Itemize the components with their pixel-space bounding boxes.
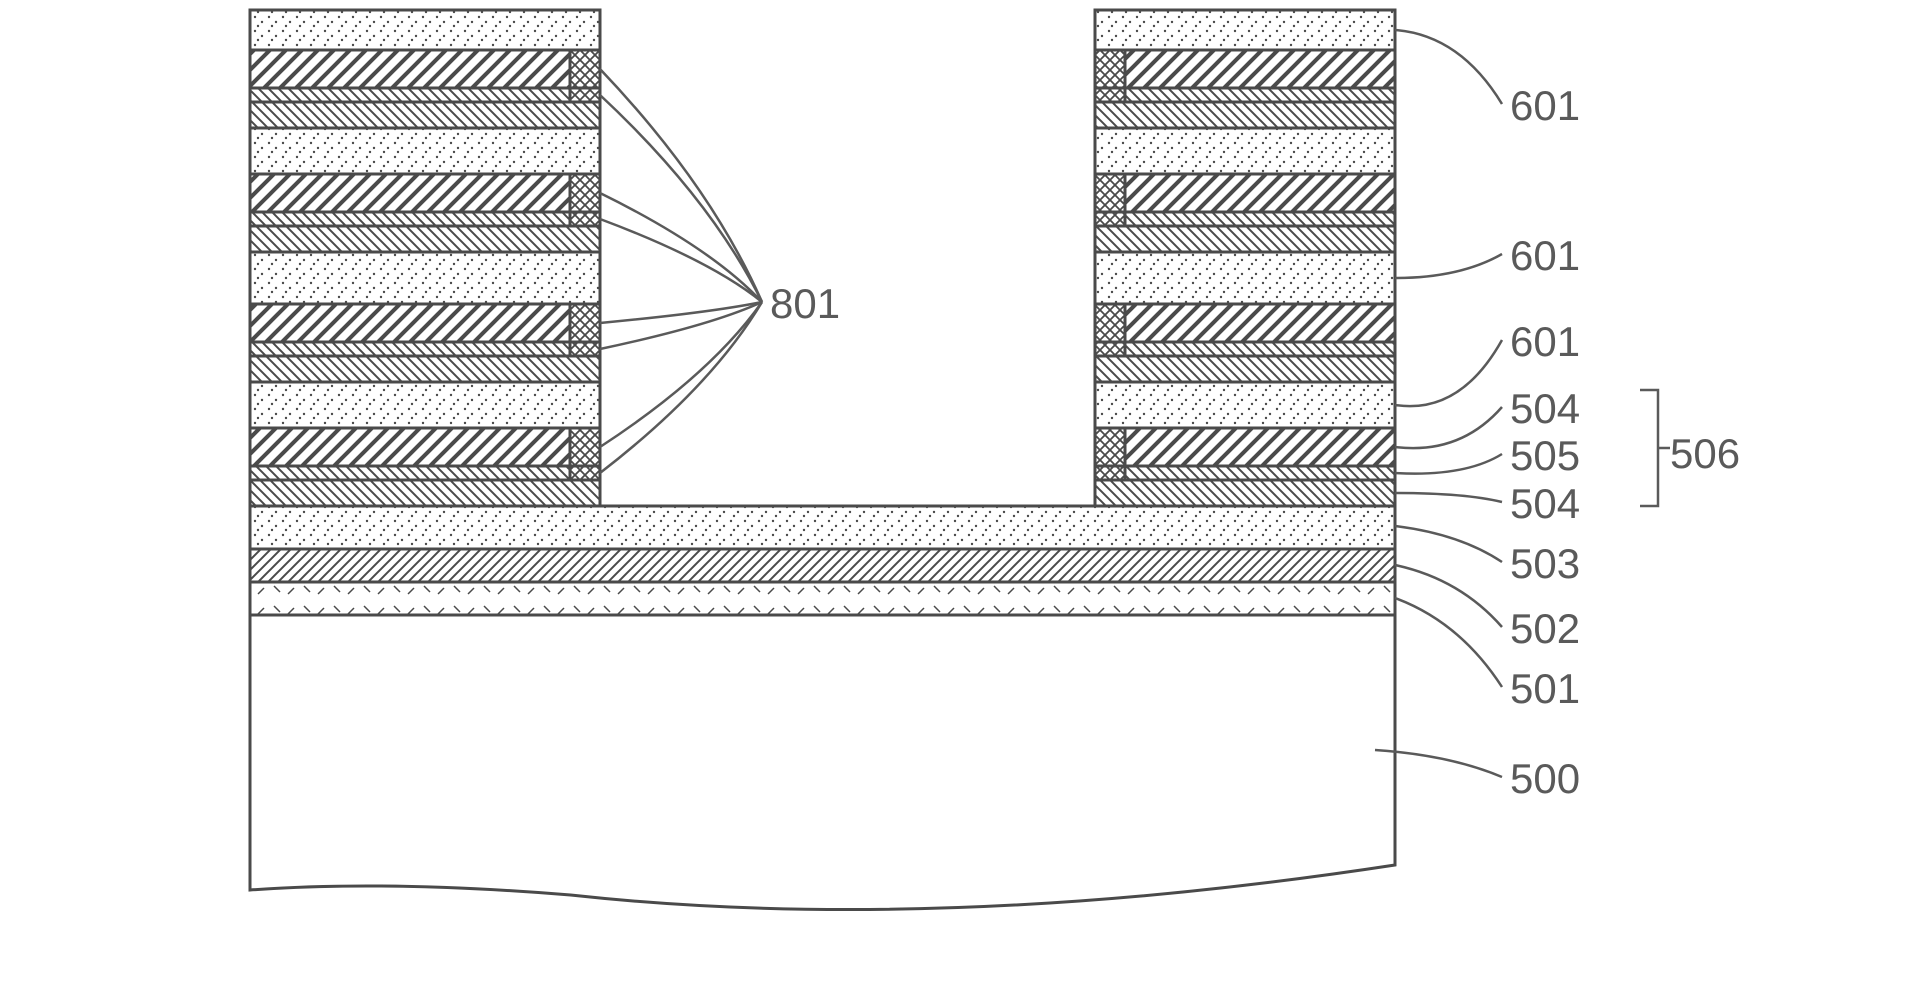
seg-801-left-10 <box>570 174 600 212</box>
label-601-top: 601 <box>1510 82 1580 130</box>
stack-right-8 <box>1095 226 1395 252</box>
label-601-low: 601 <box>1510 318 1580 366</box>
seg-801-right-13 <box>1095 88 1125 102</box>
stack-left-13 <box>250 88 570 102</box>
seg-801-right-2 <box>1095 428 1125 466</box>
stack-right-9 <box>1125 212 1395 226</box>
stack-left-14 <box>250 50 570 88</box>
stack-right-4 <box>1095 356 1395 382</box>
stack-left-1 <box>250 466 570 480</box>
label-506: 506 <box>1670 430 1740 478</box>
seg-801-left-9 <box>570 212 600 226</box>
label-504-bottom: 504 <box>1510 480 1580 528</box>
stack-right-10 <box>1125 174 1395 212</box>
stack-left-11 <box>250 128 600 174</box>
seg-801-left-2 <box>570 428 600 466</box>
seg-801-left-13 <box>570 88 600 102</box>
layer-501 <box>250 582 1395 615</box>
stack-right-1 <box>1125 466 1395 480</box>
stack-left-10 <box>250 174 570 212</box>
stack-left-2 <box>250 428 570 466</box>
stack-right-14 <box>1125 50 1395 88</box>
layer-502 <box>250 549 1395 582</box>
stack-right-2 <box>1125 428 1395 466</box>
stack-right-13 <box>1125 88 1395 102</box>
stack-left-9 <box>250 212 570 226</box>
stack-left-6 <box>250 304 570 342</box>
diagram-container: 801 601 601 601 504 505 504 503 502 501 … <box>0 0 1927 997</box>
diagram-group <box>250 10 1670 910</box>
stack-right-12 <box>1095 102 1395 128</box>
seg-801-left-1 <box>570 466 600 480</box>
seg-801-left-14 <box>570 50 600 88</box>
stack-right-15 <box>1095 10 1395 50</box>
label-503: 503 <box>1510 540 1580 588</box>
diagram-svg <box>0 0 1927 997</box>
seg-801-left-6 <box>570 304 600 342</box>
stack-left-0 <box>250 480 600 506</box>
seg-801-right-6 <box>1095 304 1125 342</box>
seg-801-right-14 <box>1095 50 1125 88</box>
stack-right-3 <box>1095 382 1395 428</box>
label-502: 502 <box>1510 605 1580 653</box>
stack-left-7 <box>250 252 600 304</box>
seg-801-left-5 <box>570 342 600 356</box>
layer-503 <box>250 506 1395 549</box>
stack-right-11 <box>1095 128 1395 174</box>
stack-right-6 <box>1125 304 1395 342</box>
stack-right-7 <box>1095 252 1395 304</box>
stack-left-5 <box>250 342 570 356</box>
stack-left-8 <box>250 226 600 252</box>
stack-left-3 <box>250 382 600 428</box>
stack-right-0 <box>1095 480 1395 506</box>
label-501: 501 <box>1510 665 1580 713</box>
label-504-top: 504 <box>1510 385 1580 433</box>
seg-801-right-1 <box>1095 466 1125 480</box>
substrate-500 <box>250 615 1395 910</box>
seg-801-right-10 <box>1095 174 1125 212</box>
label-801: 801 <box>770 280 840 328</box>
stack-left-15 <box>250 10 600 50</box>
label-505: 505 <box>1510 432 1580 480</box>
label-500: 500 <box>1510 755 1580 803</box>
seg-801-right-9 <box>1095 212 1125 226</box>
stack-right-5 <box>1125 342 1395 356</box>
label-601-mid: 601 <box>1510 232 1580 280</box>
stack-left-12 <box>250 102 600 128</box>
stack-left-4 <box>250 356 600 382</box>
seg-801-right-5 <box>1095 342 1125 356</box>
